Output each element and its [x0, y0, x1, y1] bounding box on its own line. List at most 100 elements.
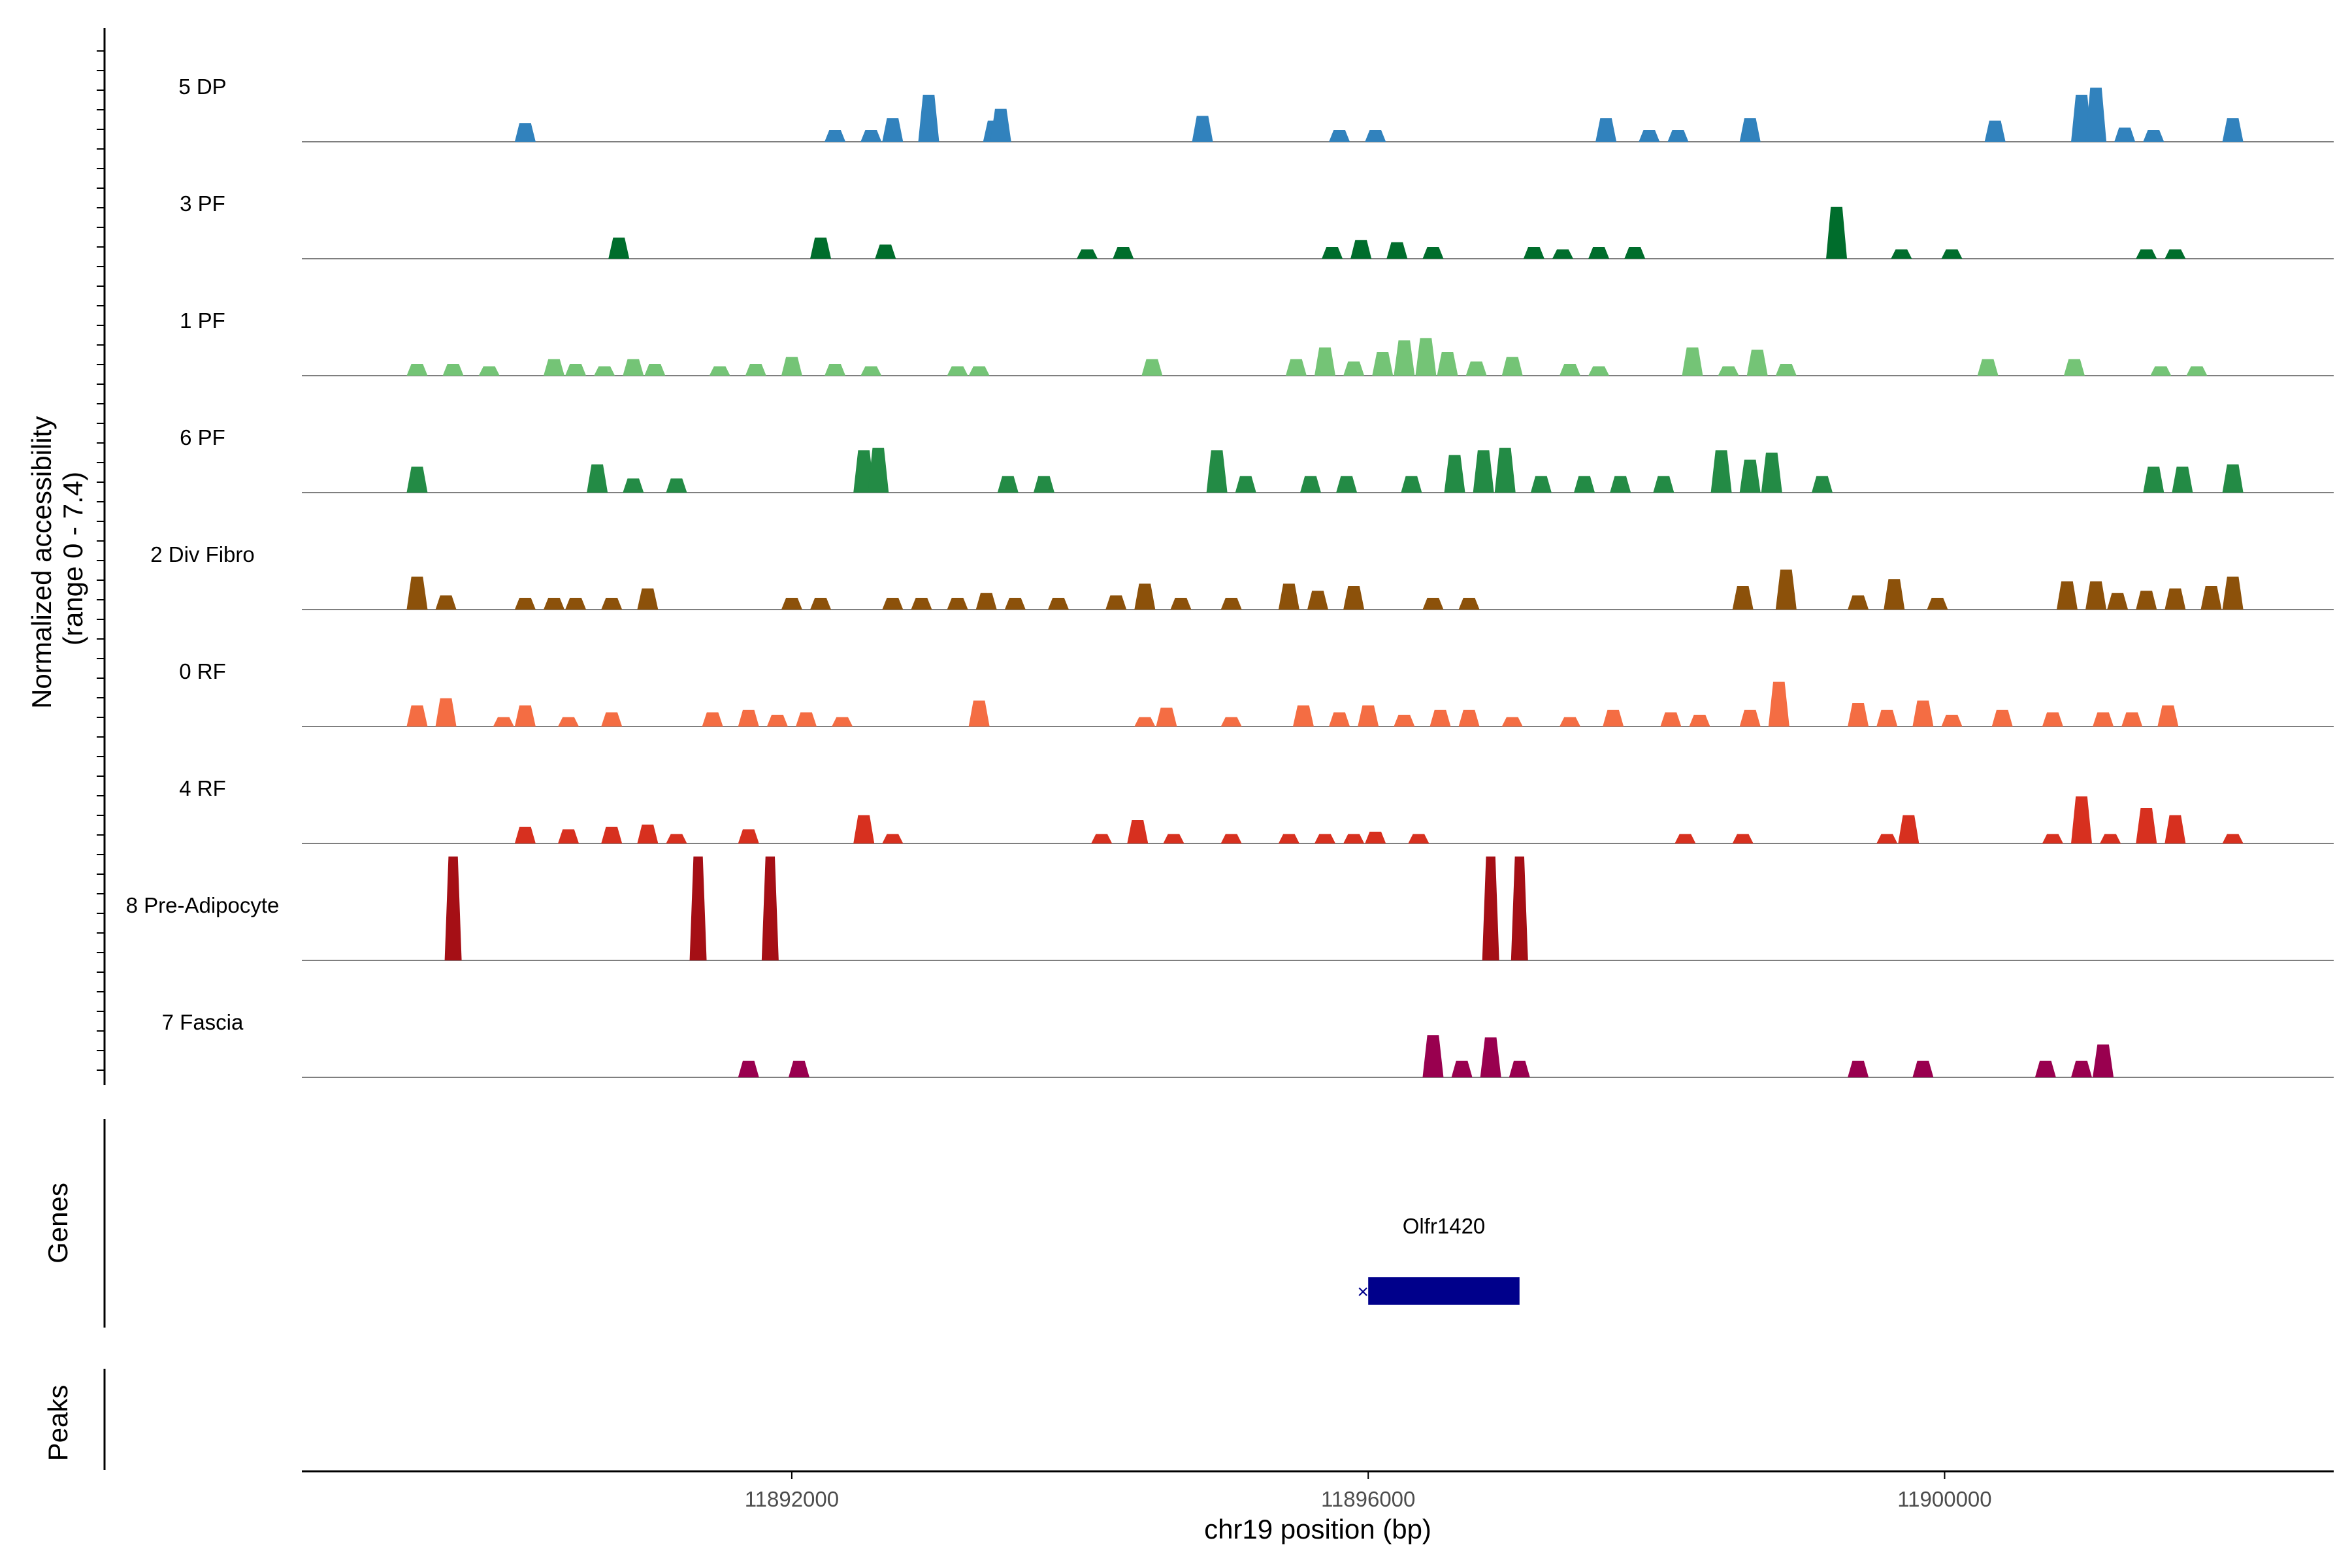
coverage-peak	[1775, 569, 1797, 610]
coverage-peak	[1127, 820, 1149, 843]
coverage-peak	[1588, 366, 1610, 376]
coverage-peak	[1775, 364, 1797, 376]
track-label: 4 RF	[179, 776, 226, 800]
genes-panel: Genes × Olfr1420	[42, 1119, 1520, 1328]
track-1-pf: 1 PF	[180, 308, 2334, 376]
coverage-peak	[918, 95, 939, 142]
coverage-peak	[1927, 598, 1948, 610]
x-tick-label: 11892000	[745, 1487, 839, 1511]
coverage-peak	[1603, 710, 1624, 727]
coverage-peak	[1511, 857, 1528, 960]
peaks-label: Peaks	[42, 1385, 73, 1462]
coverage-tracks: 5 DP 3 PF 1 PF 6 PF 2 Div Fibro 0 RF 4 RF 8 Pre…	[126, 74, 2334, 1078]
coverage-peak	[1884, 579, 1905, 610]
coverage-peak	[558, 717, 580, 727]
coverage-peak	[2143, 130, 2164, 142]
coverage-peak	[1653, 476, 1674, 493]
coverage-peak	[2063, 359, 2085, 376]
coverage-peak	[825, 364, 846, 376]
coverage-peak	[1848, 595, 1869, 610]
coverage-peak	[1350, 240, 1372, 259]
coverage-peak	[968, 700, 990, 727]
coverage-peak	[1292, 705, 1314, 727]
coverage-peak	[1047, 598, 1069, 610]
coverage-peak	[1336, 476, 1358, 493]
track-3-pf: 3 PF	[180, 191, 2334, 259]
coverage-peak	[514, 123, 536, 142]
track-6-pf: 6 PF	[180, 425, 2334, 493]
track-7-fascia: 7 Fascia	[162, 1010, 2334, 1078]
coverage-peak	[1482, 857, 1499, 960]
coverage-peak	[781, 357, 802, 376]
coverage-peak	[2107, 593, 2129, 610]
coverage-peak	[1422, 598, 1444, 610]
coverage-peak	[1509, 1060, 1530, 1077]
coverage-peak	[1891, 249, 1912, 259]
coverage-peak	[1220, 598, 1242, 610]
coverage-peak	[1329, 130, 1350, 142]
coverage-peak	[1739, 710, 1761, 727]
coverage-peak	[1278, 834, 1299, 843]
coverage-peak	[1343, 834, 1365, 843]
coverage-peak	[1278, 583, 1299, 610]
track-5-dp: 5 DP	[178, 74, 2334, 142]
coverage-peak	[1170, 598, 1192, 610]
coverage-peak	[514, 826, 536, 843]
coverage-peak	[1315, 834, 1336, 843]
coverage-peak	[1343, 361, 1365, 376]
coverage-peak	[1689, 715, 1710, 727]
coverage-peak	[493, 717, 514, 727]
coverage-peak	[543, 359, 564, 376]
coverage-peak	[1624, 247, 1646, 259]
coverage-peak	[1235, 476, 1256, 493]
track-label: 6 PF	[180, 425, 225, 449]
coverage-peak	[2222, 576, 2244, 610]
coverage-peak	[565, 598, 587, 610]
x-tick-label: 11900000	[1897, 1487, 1991, 1511]
genes-label: Genes	[42, 1183, 73, 1264]
coverage-peak	[1105, 595, 1127, 610]
track-label: 5 DP	[178, 74, 226, 99]
coverage-peak	[1826, 206, 1848, 259]
coverage-peak	[514, 598, 536, 610]
coverage-peak	[882, 834, 904, 843]
coverage-peak	[608, 237, 630, 259]
track-label: 3 PF	[180, 191, 225, 216]
coverage-peak	[745, 364, 766, 376]
coverage-peak	[1977, 359, 1999, 376]
coverage-peak	[1746, 350, 1768, 376]
coverage-peak	[911, 598, 932, 610]
coverage-peak	[1365, 130, 1386, 142]
coverage-peak	[1408, 834, 1429, 843]
coverage-peak	[2136, 808, 2157, 843]
coverage-peak	[853, 815, 875, 843]
coverage-peak	[1501, 717, 1523, 727]
coverage-peak	[2157, 705, 2179, 727]
coverage-peak	[1422, 247, 1444, 259]
coverage-peak	[709, 366, 730, 376]
coverage-peak	[1739, 459, 1761, 493]
coverage-peak	[1033, 476, 1054, 493]
coverage-peak	[623, 359, 644, 376]
coverage-peak	[435, 698, 457, 727]
coverage-peak	[781, 598, 802, 610]
coverage-peak	[2034, 1060, 2056, 1077]
coverage-peak	[2186, 366, 2208, 376]
coverage-peak	[997, 476, 1019, 493]
coverage-peak	[601, 826, 623, 843]
coverage-peak	[1710, 450, 1732, 493]
coverage-peak	[2222, 464, 2244, 493]
gene-strand-marker: ×	[1357, 1281, 1369, 1303]
coverage-peak	[1610, 476, 1631, 493]
coverage-peak	[1437, 352, 1458, 376]
coverage-peak	[2150, 366, 2172, 376]
coverage-peak	[968, 366, 990, 376]
coverage-peak	[1113, 247, 1134, 259]
coverage-peak	[2114, 127, 2136, 142]
coverage-peak	[2056, 581, 2078, 610]
coverage-peak	[1574, 476, 1595, 493]
coverage-peak	[2071, 796, 2093, 843]
coverage-peak	[1732, 834, 1754, 843]
coverage-peak	[810, 237, 832, 259]
